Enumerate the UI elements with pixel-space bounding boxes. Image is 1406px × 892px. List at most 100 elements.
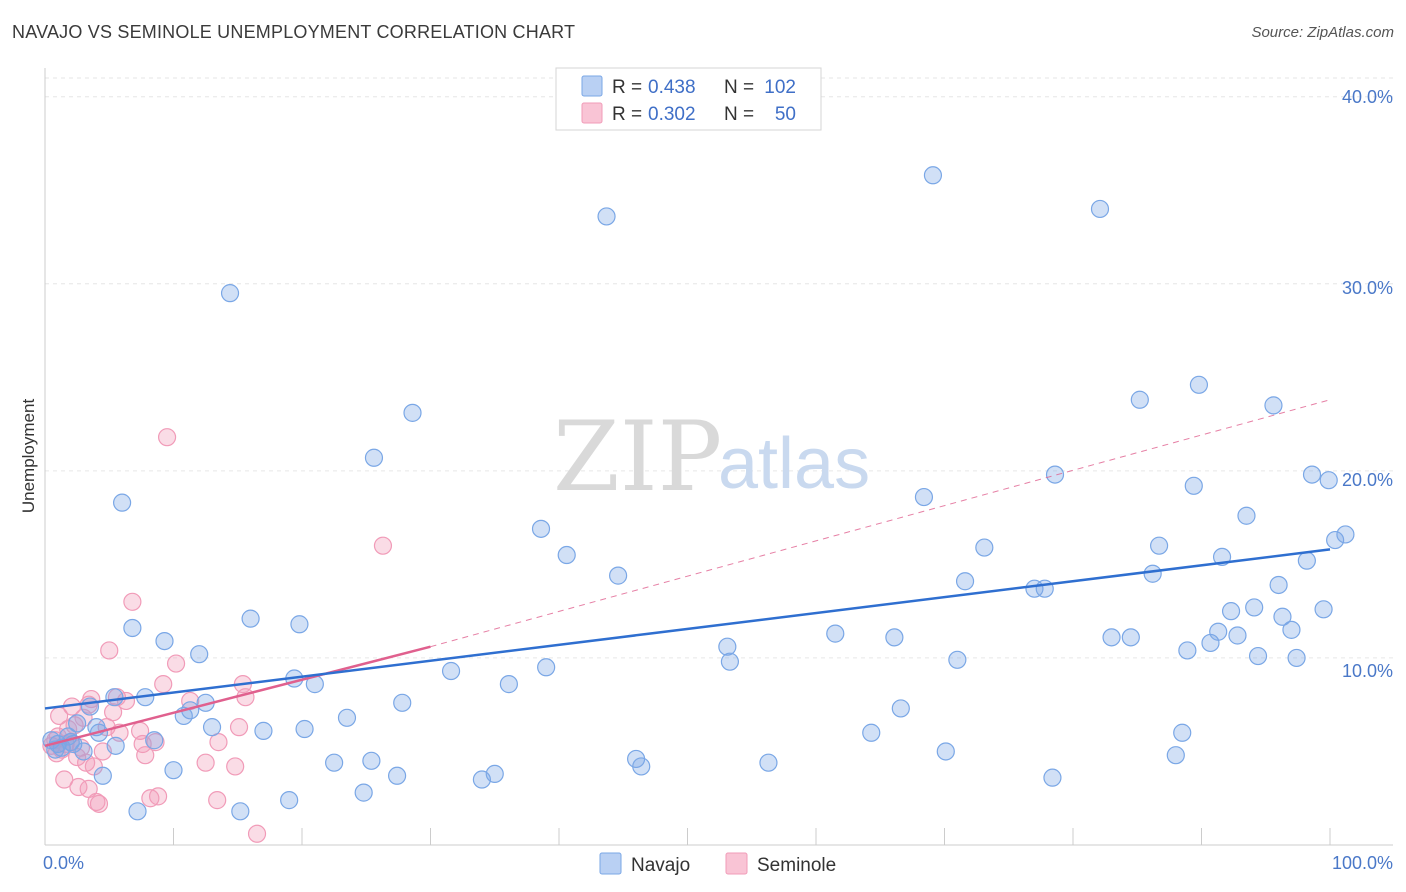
seminole-point-19: [100, 641, 119, 660]
navajo-point-72: [1166, 746, 1185, 765]
seminole-point-36: [208, 791, 227, 810]
navajo-point-97: [105, 688, 124, 707]
navajo-point-56: [914, 487, 934, 507]
legend-n-label-seminole: N =: [724, 104, 754, 125]
bottom-legend: Navajo Seminole: [599, 852, 836, 876]
navajo-point-41: [499, 675, 518, 694]
bottom-legend-swatch-seminole: [725, 852, 748, 875]
watermark-zip: ZIP: [553, 401, 722, 513]
seminole-point-32: [157, 428, 177, 447]
watermark: ZIP atlas: [553, 401, 870, 513]
navajo-point-50: [720, 652, 740, 671]
y-tick-label-30: 30.0%: [1342, 278, 1393, 298]
chart-title: NAVAJO VS SEMINOLE UNEMPLOYMENT CORRELAT…: [12, 22, 576, 42]
navajo-point-87: [1273, 607, 1292, 626]
seminole-point-38: [226, 757, 245, 776]
navajo-point-32: [354, 783, 373, 802]
seminole-point-20: [104, 703, 123, 722]
navajo-point-65: [1045, 465, 1065, 484]
navajo-point-20: [202, 718, 222, 737]
seminole-point-24: [123, 592, 142, 611]
navajo-point-82: [1237, 506, 1256, 525]
navajo-point-57: [923, 166, 943, 185]
legend-r-value-navajo: 0.438: [648, 77, 696, 98]
navajo-point-94: [1326, 530, 1345, 550]
navajo-point-10: [123, 618, 142, 638]
seminole-point-37: [209, 733, 228, 752]
y-tick-labels: 10.0% 20.0% 30.0% 40.0%: [1342, 87, 1393, 681]
navajo-point-68: [1121, 628, 1140, 647]
legend: R = 0.438 N = 102 R = 0.302 N = 50: [555, 67, 822, 131]
seminole-trend-extension: [430, 399, 1331, 648]
navajo-point-15: [164, 761, 183, 780]
legend-r-label-seminole: R =: [612, 104, 642, 125]
legend-swatch-seminole: [581, 102, 603, 124]
x-tick-label-min: 0.0%: [43, 853, 84, 873]
navajo-point-91: [1302, 465, 1322, 484]
x-tick-marks: [44, 828, 1331, 845]
y-tick-label-40: 40.0%: [1342, 87, 1393, 107]
seminole-trendline: [44, 645, 431, 748]
navajo-point-76: [1189, 375, 1209, 394]
navajo-point-13: [145, 731, 164, 750]
navajo-point-66: [1090, 199, 1110, 219]
navajo-point-100: [74, 742, 93, 761]
navajo-point-7: [93, 766, 112, 785]
legend-n-label-navajo: N =: [724, 77, 754, 98]
navajo-point-37: [403, 403, 422, 422]
seminole-point-41: [236, 688, 255, 707]
navajo-point-71: [1149, 536, 1169, 555]
legend-n-value-navajo: 102: [764, 77, 796, 98]
y-axis-label: Unemployment: [19, 399, 38, 514]
navajo-point-28: [295, 719, 314, 739]
seminole-point-43: [373, 536, 393, 555]
bottom-legend-navajo: Navajo: [631, 855, 690, 876]
navajo-point-38: [441, 661, 461, 681]
navajo-point-36: [393, 693, 412, 712]
seminole-point-31: [154, 675, 173, 694]
navajo-point-61: [975, 538, 994, 557]
navajo-point-27: [290, 615, 309, 634]
navajo-point-40: [485, 764, 504, 784]
navajo-point-33: [362, 751, 381, 770]
navajo-point-80: [1221, 602, 1241, 621]
seminole-point-42: [247, 824, 267, 843]
navajo-point-52: [826, 624, 845, 643]
x-tick-label-max: 100.0%: [1332, 853, 1393, 873]
trendlines: [44, 399, 1331, 748]
navajo-point-93: [1319, 471, 1338, 490]
navajo-point-34: [364, 448, 384, 467]
navajo-point-21: [220, 284, 240, 303]
navajo-point-90: [1297, 551, 1316, 570]
navajo-point-83: [1245, 598, 1264, 617]
navajo-point-4: [68, 714, 87, 733]
navajo-point-18: [190, 645, 209, 664]
navajo-point-88: [1282, 620, 1301, 639]
navajo-point-81: [1228, 626, 1247, 645]
navajo-point-75: [1184, 476, 1203, 495]
navajo-point-9: [112, 493, 132, 512]
navajo-point-5: [80, 697, 100, 716]
navajo-point-70: [1143, 564, 1162, 583]
navajo-point-64: [1043, 768, 1062, 787]
navajo-point-86: [1269, 575, 1288, 595]
seminole-point-35: [196, 753, 215, 772]
navajo-point-84: [1248, 646, 1268, 666]
navajo-point-42: [531, 519, 551, 538]
seminole-point-46: [79, 779, 98, 798]
navajo-point-73: [1173, 723, 1192, 742]
navajo-point-69: [1130, 390, 1149, 409]
legend-r-value-seminole: 0.302: [648, 104, 696, 125]
navajo-point-48: [632, 757, 651, 776]
navajo-point-54: [885, 628, 904, 647]
navajo-point-46: [609, 566, 628, 585]
navajo-point-85: [1264, 396, 1283, 415]
navajo-point-53: [862, 723, 881, 742]
navajo-point-11: [128, 802, 147, 821]
navajo-trendline: [44, 548, 1331, 710]
seminole-point-33: [166, 654, 186, 673]
watermark-atlas: atlas: [718, 424, 870, 504]
seminole-point-39: [229, 718, 249, 737]
navajo-point-74: [1178, 641, 1197, 660]
source-label: Source: ZipAtlas.com: [1251, 24, 1394, 41]
